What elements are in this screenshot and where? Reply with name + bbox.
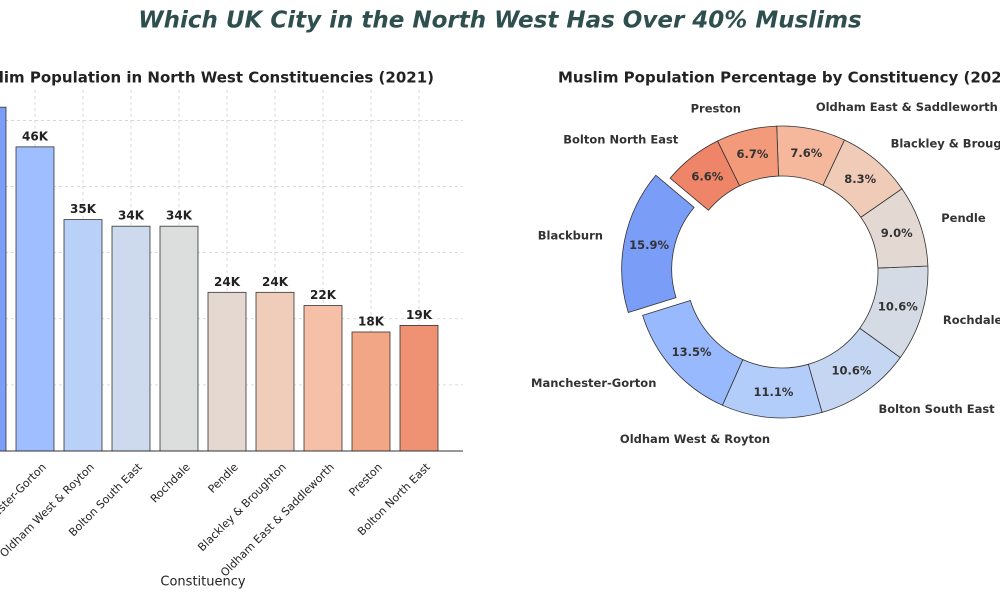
data-label: 6.7%: [736, 147, 768, 161]
data-label: 34K: [118, 209, 145, 223]
data-label: 10.6%: [878, 299, 918, 313]
x-tick-label: Preston: [346, 461, 384, 499]
data-label: 8.3%: [844, 172, 876, 186]
category-label: Preston: [691, 102, 741, 116]
category-label: Bolton South East: [878, 402, 995, 416]
x-tick-label: Rochdale: [148, 460, 193, 505]
x-tick-label: Oldham West & Royton: [0, 461, 97, 560]
data-label: 13.5%: [672, 345, 712, 359]
data-label: 46K: [22, 129, 49, 143]
category-label: Manchester-Gorton: [531, 376, 656, 390]
category-label: Rochdale: [943, 313, 1000, 327]
category-label: Bolton North East: [563, 132, 679, 146]
category-label: Pendle: [941, 211, 986, 225]
data-label: 22K: [310, 288, 337, 302]
bar: [0, 106, 7, 452]
bar: [351, 331, 391, 452]
data-label: 10.6%: [832, 364, 872, 378]
x-axis-label: Constituency: [160, 575, 245, 590]
data-label: 35K: [70, 202, 97, 216]
bar-chart-title: Muslim Population in North West Constitu…: [0, 69, 434, 87]
data-label: 9.0%: [881, 226, 913, 240]
bar: [159, 225, 199, 452]
data-label: 6.6%: [691, 169, 723, 183]
category-label: Oldham East & Saddleworth: [816, 100, 998, 114]
data-label: 24K: [262, 275, 289, 289]
bar: [303, 305, 343, 452]
x-tick-label: Blackley & Broughton: [195, 461, 288, 554]
pie-chart-title: Muslim Population Percentage by Constitu…: [558, 69, 1000, 87]
category-label: Oldham West & Royton: [620, 432, 770, 446]
category-label: Blackley & Broughton: [891, 136, 1000, 150]
data-label: 19K: [406, 308, 433, 322]
bar: [15, 146, 55, 452]
data-label: 7.6%: [790, 146, 822, 160]
bar: [207, 291, 247, 452]
data-label: 24K: [214, 275, 241, 289]
data-label: 34K: [166, 209, 193, 223]
figure-title: Which UK City in the North West Has Over…: [138, 8, 862, 34]
x-tick-label: Pendle: [206, 460, 241, 495]
data-label: 18K: [358, 314, 385, 328]
category-label: Blackburn: [538, 229, 603, 243]
bar: [255, 291, 295, 452]
bar: [399, 324, 439, 452]
bar: [63, 219, 103, 452]
donut-slice: [669, 140, 741, 211]
data-label: 11.1%: [753, 385, 793, 399]
data-label: 15.9%: [629, 238, 669, 252]
bar: [111, 225, 151, 452]
donut-slice: [621, 174, 695, 314]
